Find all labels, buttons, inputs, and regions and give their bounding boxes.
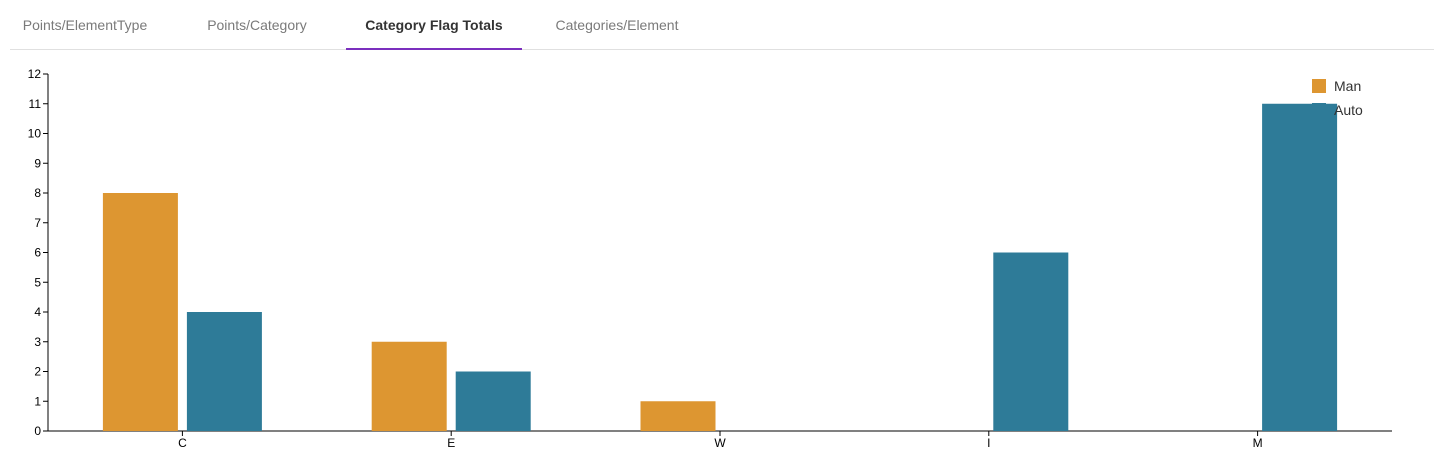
y-tick-label: 12 — [28, 67, 42, 81]
y-tick-label: 2 — [34, 365, 41, 379]
legend-swatch-man — [1312, 79, 1326, 93]
bar-man — [640, 401, 716, 431]
tab-categories-element[interactable]: Categories/Element — [537, 0, 697, 50]
x-tick-label: C — [178, 436, 187, 450]
active-tab-indicator — [346, 48, 522, 50]
y-tick-label: 5 — [34, 275, 41, 289]
x-tick-label: W — [714, 436, 726, 450]
y-tick-label: 9 — [34, 156, 41, 170]
y-tick-label: 10 — [28, 127, 42, 141]
y-tick-label: 4 — [34, 305, 41, 319]
tab-points-category[interactable]: Points/Category — [187, 0, 327, 50]
tab-bar: Points/ElementType Points/Category Categ… — [10, 0, 1434, 50]
x-tick-label: M — [1253, 436, 1263, 450]
tab-label: Points/Category — [207, 17, 307, 33]
tab-label: Points/ElementType — [22, 17, 148, 33]
x-tick-label: I — [987, 436, 990, 450]
bar-auto — [455, 371, 531, 431]
bar-auto — [1262, 103, 1338, 431]
legend-label-auto: Auto — [1334, 102, 1363, 118]
y-tick-label: 8 — [34, 186, 41, 200]
legend-swatch-auto — [1312, 103, 1326, 117]
y-tick-label: 6 — [34, 246, 41, 260]
y-tick-label: 1 — [34, 394, 41, 408]
x-tick-label: E — [447, 436, 455, 450]
y-tick-label: 3 — [34, 335, 41, 349]
legend-label-man: Man — [1334, 78, 1361, 94]
tab-points-elementtype[interactable]: Points/ElementType — [10, 0, 160, 50]
bar-man — [102, 193, 178, 431]
bar-auto — [993, 252, 1069, 431]
y-tick-label: 11 — [29, 97, 42, 111]
tab-label: Category Flag Totals — [365, 17, 503, 33]
y-tick-label: 0 — [34, 424, 41, 438]
bar-man — [371, 341, 447, 431]
tab-category-flag-totals[interactable]: Category Flag Totals — [346, 0, 522, 50]
bar-auto — [186, 312, 262, 431]
tab-label: Categories/Element — [555, 17, 679, 33]
y-tick-label: 7 — [34, 216, 41, 230]
